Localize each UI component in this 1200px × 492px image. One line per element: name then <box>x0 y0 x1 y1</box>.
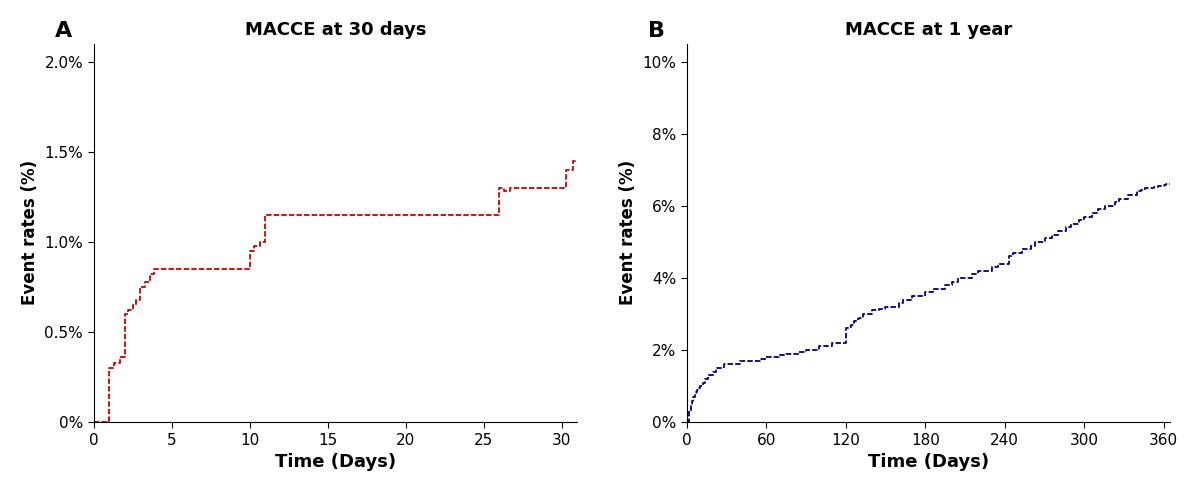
Y-axis label: Event rates (%): Event rates (%) <box>619 160 637 306</box>
X-axis label: Time (Days): Time (Days) <box>275 453 396 471</box>
Y-axis label: Event rates (%): Event rates (%) <box>20 160 38 306</box>
Title: MACCE at 30 days: MACCE at 30 days <box>245 21 426 39</box>
Text: A: A <box>55 21 72 41</box>
Title: MACCE at 1 year: MACCE at 1 year <box>845 21 1012 39</box>
Text: B: B <box>648 21 665 41</box>
X-axis label: Time (Days): Time (Days) <box>868 453 989 471</box>
